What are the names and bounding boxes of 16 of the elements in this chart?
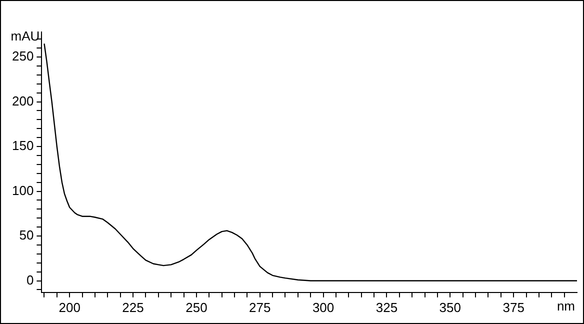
x-tick-label: 300	[312, 300, 334, 315]
x-tick-label: 250	[186, 300, 208, 315]
x-tick-label: 225	[122, 300, 144, 315]
y-tick-label: 50	[19, 228, 34, 243]
y-axis-title: mAU	[10, 28, 40, 44]
x-tick-label: 200	[58, 300, 80, 315]
y-tick-label: 0	[26, 272, 34, 288]
x-tick-label: 275	[249, 300, 271, 315]
x-tick-label: 375	[502, 300, 524, 315]
y-tick-label: 100	[12, 182, 34, 198]
x-axis-title: nm	[556, 298, 575, 314]
y-tick-label: 150	[12, 138, 34, 154]
x-tick-label: 350	[439, 300, 461, 315]
y-tick-label: 200	[12, 93, 34, 108]
y-tick-label: 250	[12, 48, 34, 64]
x-tick-label: 325	[376, 300, 398, 315]
